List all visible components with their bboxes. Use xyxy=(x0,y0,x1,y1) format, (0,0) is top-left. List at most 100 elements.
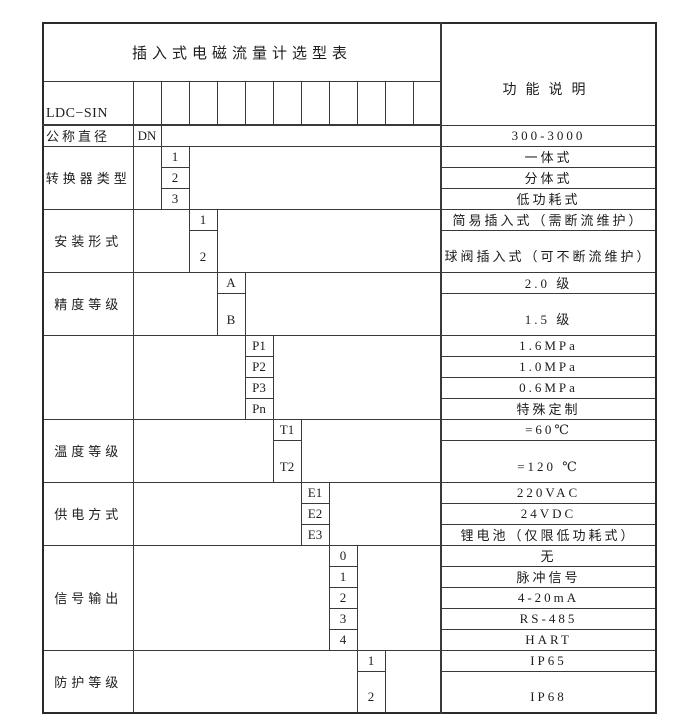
group-label: 公称直径 xyxy=(42,124,134,147)
empty-region xyxy=(132,271,218,336)
description-cell: 24VDC xyxy=(440,502,657,525)
code-cell: E2 xyxy=(300,502,330,525)
description-cell: 300-3000 xyxy=(440,124,657,147)
description-cell: 2.0 级 xyxy=(440,271,657,294)
empty-region xyxy=(132,481,302,546)
code-cell: B xyxy=(216,292,246,336)
option-row: 2 IP68 xyxy=(43,670,657,714)
code-slot xyxy=(244,80,274,126)
description-cell: IP68 xyxy=(440,670,657,714)
option-row: 2 球阀插入式（可不断流维护） xyxy=(43,229,657,273)
description-cell: 低功耗式 xyxy=(440,187,657,210)
code-cell: 0 xyxy=(328,544,358,567)
group-label: 转换器类型 xyxy=(42,145,134,210)
option-row: 3 低功耗式 xyxy=(43,187,657,210)
code-cell: 2 xyxy=(160,166,190,189)
description-cell: 1.6MPa xyxy=(440,334,657,357)
page-title: 插入式电磁流量计选型表 xyxy=(42,22,442,82)
option-row: B 1.5 级 xyxy=(43,292,657,336)
group-label xyxy=(42,334,134,420)
empty-region xyxy=(244,271,442,336)
option-row: 安装形式 1 简易插入式（需断流维护） xyxy=(42,208,657,273)
code-slot xyxy=(356,80,386,126)
code-cell: 3 xyxy=(328,607,358,630)
option-row: 信号输出 0 无 xyxy=(42,544,657,651)
code-cell: E3 xyxy=(300,523,330,546)
group-label: 信号输出 xyxy=(42,544,134,651)
empty-region xyxy=(132,334,246,420)
code-slot xyxy=(328,80,358,126)
option-row: 温度等级 T1 =60℃ xyxy=(42,418,657,483)
option-row: 公称直径 DN 300-3000 xyxy=(42,124,657,147)
description-cell: 锂电池（仅限低功耗式） xyxy=(440,523,657,546)
description-cell: 0.6MPa xyxy=(440,376,657,399)
option-row: T2 =120 ℃ xyxy=(43,439,657,483)
group-label: 防护等级 xyxy=(42,649,134,714)
option-row: 精度等级 A 2.0 级 xyxy=(42,271,657,336)
option-row: 2 分体式 xyxy=(43,166,657,189)
code-slot xyxy=(188,80,218,126)
code-slot xyxy=(300,80,330,126)
code-cell: 2 xyxy=(356,670,386,714)
empty-region xyxy=(216,208,442,273)
code-cell: 1 xyxy=(160,145,190,168)
empty-region xyxy=(132,544,330,651)
description-cell: 一体式 xyxy=(440,145,657,168)
group-label: 安装形式 xyxy=(42,208,134,273)
code-slot xyxy=(132,80,162,126)
code-cell: T1 xyxy=(272,418,302,441)
empty-region xyxy=(160,124,442,147)
option-row: E2 24VDC xyxy=(43,502,657,525)
code-cell: Pn xyxy=(244,397,274,420)
code-slot xyxy=(384,80,414,126)
group-label: 供电方式 xyxy=(42,481,134,546)
description-cell: HART xyxy=(440,628,657,651)
title-row: 插入式电磁流量计选型表 功能说明 xyxy=(42,22,657,126)
empty-region xyxy=(188,145,442,210)
selection-table: 插入式电磁流量计选型表 功能说明 LDC−SIN 公称直径 DN 300-3000 转… xyxy=(42,22,657,714)
description-cell: 球阀插入式（可不断流维护） xyxy=(440,229,657,273)
option-row: P1 1.6MPa xyxy=(42,334,657,420)
code-cell: 4 xyxy=(328,628,358,651)
group-label: 精度等级 xyxy=(42,271,134,336)
code-cell: P1 xyxy=(244,334,274,357)
description-cell: 脉冲信号 xyxy=(440,565,657,588)
code-cell: P3 xyxy=(244,376,274,399)
option-row: 供电方式 E1 220VAC xyxy=(42,481,657,546)
code-cell: 3 xyxy=(160,187,190,210)
model-prefix: LDC−SIN xyxy=(42,80,134,126)
option-row: P3 0.6MPa xyxy=(43,376,657,399)
code-cell: E1 xyxy=(300,481,330,504)
description-cell: 1.5 级 xyxy=(440,292,657,336)
empty-region xyxy=(328,481,442,546)
empty-region xyxy=(300,418,442,483)
code-slot xyxy=(272,80,302,126)
option-row: P2 1.0MPa xyxy=(43,355,657,378)
code-cell: P2 xyxy=(244,355,274,378)
option-row: E3 锂电池（仅限低功耗式） xyxy=(43,523,657,546)
description-cell: RS-485 xyxy=(440,607,657,630)
model-code-row: LDC−SIN xyxy=(42,80,656,126)
description-cell: IP65 xyxy=(440,649,657,672)
description-cell: 1.0MPa xyxy=(440,355,657,378)
code-cell: DN xyxy=(132,124,162,147)
description-cell: =120 ℃ xyxy=(440,439,657,483)
code-slot xyxy=(412,80,442,126)
code-cell: 1 xyxy=(328,565,358,588)
group-label: 温度等级 xyxy=(42,418,134,483)
option-row: 2 4-20mA xyxy=(43,586,657,609)
description-cell: 无 xyxy=(440,544,657,567)
code-cell: 2 xyxy=(188,229,218,273)
description-cell: 特殊定制 xyxy=(440,397,657,420)
empty-region xyxy=(384,649,442,714)
code-cell: 2 xyxy=(328,586,358,609)
option-row: 转换器类型 1 一体式 xyxy=(42,145,657,210)
empty-region xyxy=(132,649,358,714)
empty-region xyxy=(132,418,274,483)
code-cell: 1 xyxy=(188,208,218,231)
code-cell: 1 xyxy=(356,649,386,672)
function-column-header: 功能说明 xyxy=(440,22,657,126)
empty-region xyxy=(132,145,162,210)
description-cell: 220VAC xyxy=(440,481,657,504)
